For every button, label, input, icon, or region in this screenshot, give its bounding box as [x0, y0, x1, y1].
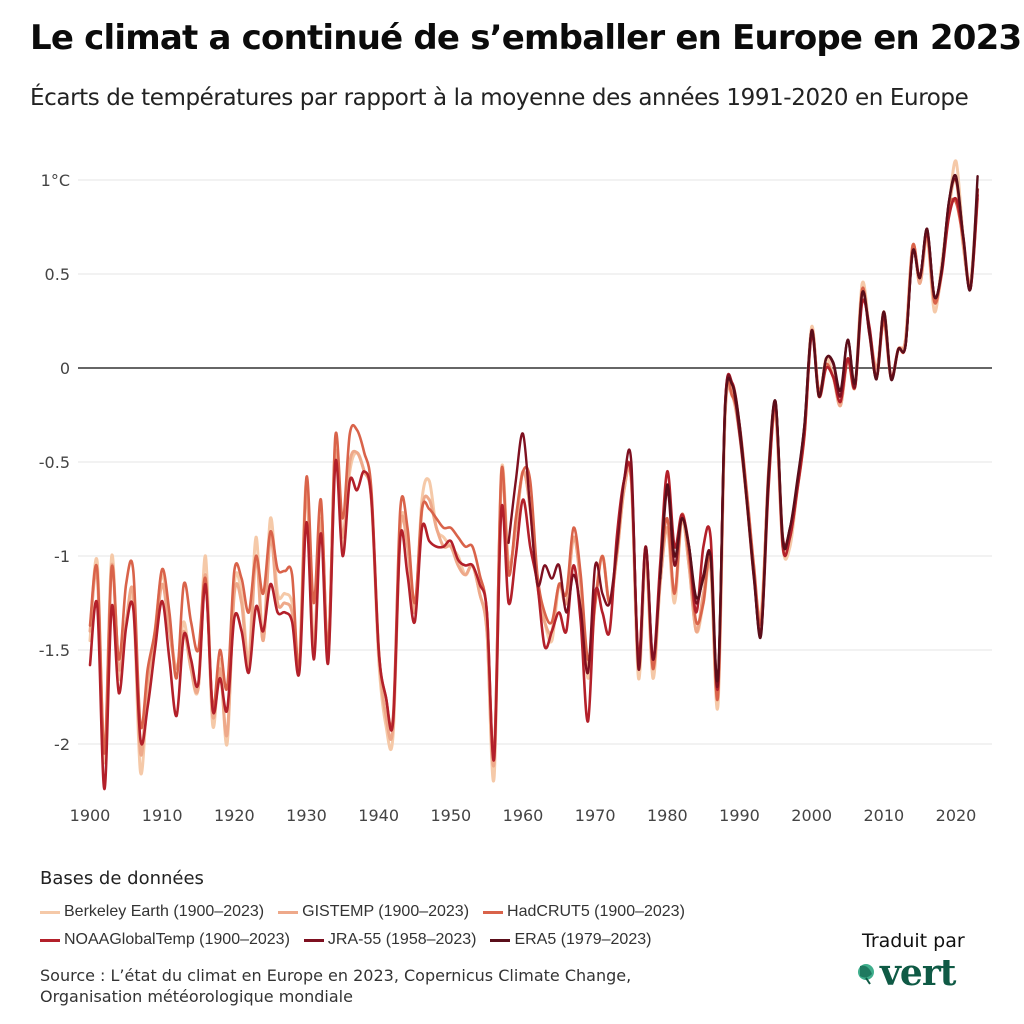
- legend-item-berkeley: Berkeley Earth (1900–2023): [40, 903, 264, 921]
- line-chart: 1°C 0.5 0 -0.5 -1 -1.5 -2 1900 1910 1920 1930 1940…: [39, 159, 992, 825]
- series-lines: [88, 159, 980, 791]
- grid-lines: [78, 179, 992, 745]
- legend-label: NOAAGlobalTemp (1900–2023): [64, 931, 290, 948]
- legend-item-hadcrut5: HadCRUT5 (1900–2023): [483, 903, 685, 921]
- legend-swatch: [40, 910, 60, 914]
- x-tick-label: 1970: [575, 806, 616, 825]
- vert-logo: vert: [856, 952, 956, 994]
- x-tick-label: 1940: [358, 806, 399, 825]
- y-tick-label: 0: [60, 359, 70, 378]
- chart-title: Le climat a continué de s’emballer en Eu…: [30, 18, 1022, 58]
- x-tick-label: 1990: [719, 806, 760, 825]
- x-tick-label: 1950: [430, 806, 471, 825]
- y-tick-label: -0.5: [39, 453, 70, 472]
- legend-item-jra55: JRA-55 (1958–2023): [303, 931, 477, 949]
- leaf-icon: [858, 964, 874, 985]
- x-tick-label: 1920: [214, 806, 255, 825]
- series-line-noaaglobaltemp: [88, 193, 979, 791]
- legend-label: HadCRUT5 (1900–2023): [507, 903, 685, 920]
- credit-text: Traduit par: [862, 930, 965, 952]
- legend-item-gistemp: GISTEMP (1900–2023): [278, 903, 469, 921]
- logo-wordmark: vert: [880, 952, 956, 994]
- y-tick-label: -1.5: [39, 641, 70, 660]
- legend-label: GISTEMP (1900–2023): [302, 903, 470, 920]
- x-tick-label: 2020: [936, 806, 977, 825]
- legend-item-era5: ERA5 (1979–2023): [490, 931, 651, 949]
- chart-subtitle: Écarts de températures par rapport à la …: [30, 85, 969, 111]
- series-line-hadcrut5: [88, 197, 979, 758]
- y-tick-label: -2: [54, 735, 70, 754]
- legend-swatch: [490, 938, 511, 942]
- legend-swatch: [303, 938, 324, 942]
- y-tick-label: 0.5: [45, 265, 70, 284]
- x-tick-label: 1930: [286, 806, 327, 825]
- x-tick-label: 1910: [142, 806, 183, 825]
- x-tick-label: 1980: [647, 806, 688, 825]
- legend-label: ERA5 (1979–2023): [514, 931, 652, 948]
- legend-label: Berkeley Earth (1900–2023): [64, 903, 265, 920]
- x-tick-label: 2010: [863, 806, 904, 825]
- legend-swatch: [483, 910, 504, 914]
- x-axis-ticks: 1900 1910 1920 1930 1940 1950 1960 1970 1980 1990…: [70, 806, 977, 825]
- y-axis-ticks: 1°C 0.5 0 -0.5 -1 -1.5 -2: [39, 171, 70, 754]
- legend-swatch: [40, 938, 60, 942]
- x-tick-label: 1960: [503, 806, 544, 825]
- x-tick-label: 1900: [70, 806, 111, 825]
- x-tick-label: 2000: [791, 806, 832, 825]
- source-note: Source : L’état du climat en Europe en 2…: [40, 966, 632, 1006]
- series-line-era5: [658, 173, 979, 683]
- legend-label: JRA-55 (1958–2023): [327, 931, 477, 948]
- y-tick-label: 1°C: [41, 171, 70, 190]
- legend-item-noaa: NOAAGlobalTemp (1900–2023): [40, 931, 290, 949]
- legend: Berkeley Earth (1900–2023) GISTEMP (1900…: [40, 898, 800, 954]
- y-tick-label: -1: [54, 547, 70, 566]
- legend-title: Bases de données: [40, 868, 204, 889]
- legend-swatch: [278, 910, 299, 914]
